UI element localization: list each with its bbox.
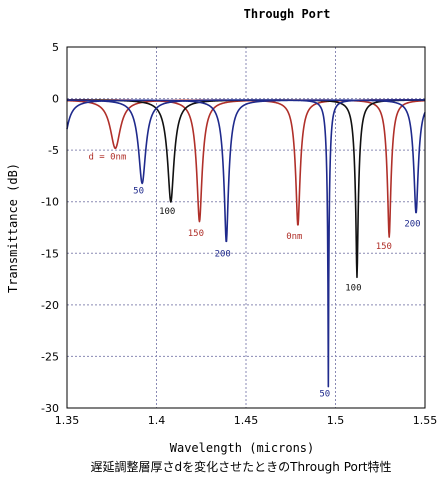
dip-annotation: 50 <box>133 186 144 196</box>
x-tick-labels: 1.35 1.4 1.45 1.5 1.55 <box>55 414 438 427</box>
dip-annotation: 0nm <box>286 232 302 242</box>
plot-frame <box>66 46 426 409</box>
figure-caption: 遅延調整層厚さdを変化させたときのThrough Port特性 <box>91 459 392 474</box>
dip-annotation: d = 0nm <box>88 152 126 162</box>
y-tick-labels: 5 0 -5 -10 -15 -20 -25 -30 <box>41 41 59 415</box>
dip-annotation: 100 <box>345 283 361 293</box>
series-line-d50 <box>66 99 426 388</box>
dip-annotation: 200 <box>404 219 420 229</box>
y-tick-label: -30 <box>41 402 59 415</box>
x-tick-label: 1.5 <box>327 414 345 427</box>
y-tick-label: 0 <box>52 93 59 106</box>
x-axis-label: Wavelength (microns) <box>170 441 315 455</box>
x-tick-label: 1.45 <box>234 414 259 427</box>
y-tick-label: -25 <box>41 350 59 363</box>
y-axis-label: Transmittance (dB) <box>6 163 20 293</box>
y-tick-label: -5 <box>48 144 59 157</box>
dip-annotation: 100 <box>159 207 175 217</box>
dip-annotations: d = 0nm 50 100 150 200 0nm 50 100 150 200 <box>88 152 420 399</box>
chart-title: Through Port <box>244 7 331 21</box>
x-tick-label: 1.35 <box>55 414 80 427</box>
dip-annotation: 150 <box>376 242 392 252</box>
dip-annotation: 200 <box>215 249 231 259</box>
y-tick-label: -15 <box>41 247 59 260</box>
y-tick-label: -10 <box>41 196 59 209</box>
x-tick-label: 1.55 <box>413 414 438 427</box>
series-lines <box>66 99 426 388</box>
dip-annotation: 50 <box>319 390 330 400</box>
y-tick-label: 5 <box>52 41 59 54</box>
x-tick-label: 1.4 <box>148 414 166 427</box>
dip-annotation: 150 <box>188 229 204 239</box>
y-tick-label: -20 <box>41 299 59 312</box>
